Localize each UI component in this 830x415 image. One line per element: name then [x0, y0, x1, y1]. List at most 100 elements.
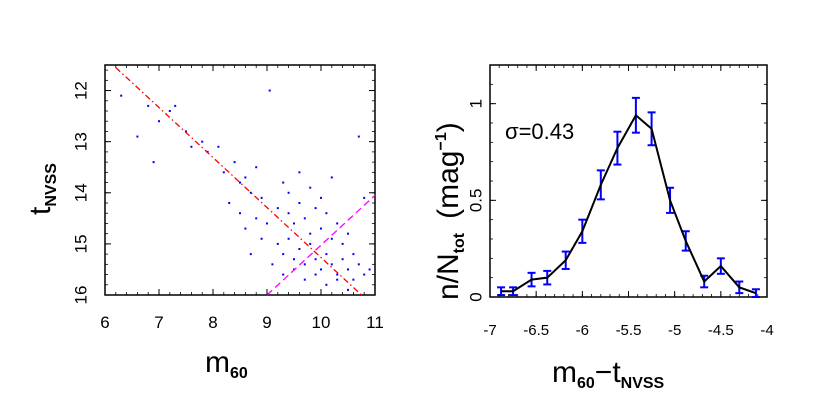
right-y-tick-label: 0.5	[467, 189, 486, 213]
scatter-point	[325, 212, 328, 215]
scatter-point	[336, 222, 339, 225]
scatter-point	[341, 258, 344, 261]
right-error-bars	[497, 96, 760, 298]
scatter-point	[314, 207, 317, 210]
scatter-point	[309, 242, 312, 245]
scatter-point	[320, 227, 322, 230]
right-y-label-sub: tot	[451, 232, 468, 253]
left-panel: 6 7 8 9 10 11 12 13 14 15 16 tNVSS m60	[24, 64, 384, 382]
scatter-point	[298, 171, 301, 174]
scatter-point	[222, 171, 225, 174]
scatter-point	[287, 191, 290, 194]
right-x-tick-label: -6.5	[523, 322, 549, 339]
scatter-point	[158, 120, 160, 123]
right-y-tick-label: 1	[467, 99, 486, 108]
left-y-tick-label: 15	[72, 234, 91, 253]
scatter-point	[260, 237, 263, 240]
left-y-tick-label: 13	[72, 132, 91, 151]
scatter-point	[255, 217, 258, 220]
scatter-point	[298, 202, 301, 204]
left-x-tick-label: 10	[312, 313, 331, 332]
scatter-point	[228, 202, 231, 204]
right-y-label-close: )	[432, 122, 465, 132]
scatter-point	[347, 288, 349, 291]
left-x-tick-label: 6	[100, 313, 109, 332]
right-x-tick-label: -5	[668, 322, 681, 339]
scatter-point	[303, 278, 306, 281]
scatter-point	[185, 130, 187, 133]
scatter-point	[239, 181, 241, 184]
scatter-point	[260, 196, 263, 199]
scatter-point	[320, 196, 322, 199]
left-plot-frame	[104, 64, 376, 296]
scatter-point	[276, 242, 279, 245]
right-x-tick-label: -4	[760, 322, 773, 339]
scatter-point	[233, 161, 236, 164]
left-y-tick-label: 14	[72, 183, 91, 202]
left-y-tick-label: 16	[72, 286, 91, 305]
right-y-axis-label: n/Ntot (mag−1)	[432, 122, 468, 300]
scatter-point	[347, 232, 349, 235]
scatter-point	[309, 232, 312, 235]
red-fit-line	[115, 67, 362, 296]
left-axis-ticks: 6 7 8 9 10 11 12 13 14 15 16	[72, 65, 384, 332]
scatter-point	[336, 278, 339, 281]
scatter-point	[249, 191, 252, 194]
scatter-point	[152, 161, 155, 164]
scatter-point	[325, 283, 328, 286]
left-x-tick-label: 9	[262, 313, 271, 332]
right-x-tick-label: -6	[576, 322, 589, 339]
scatter-point	[336, 273, 339, 276]
right-plot-frame	[489, 64, 768, 298]
scatter-point	[341, 242, 344, 245]
scatter-point	[282, 181, 285, 184]
left-scatter-points	[120, 89, 371, 291]
scatter-point	[330, 263, 333, 266]
left-y-tick-label: 12	[72, 81, 91, 100]
left-y-label-main: t	[24, 206, 57, 215]
right-histogram-line	[501, 113, 757, 295]
scatter-point	[268, 89, 271, 92]
scatter-point	[314, 258, 317, 261]
right-axis-ticks: -7 -6.5 -6 -5.5 -5 -4.5 -4 0 0.5 1	[467, 64, 774, 339]
scatter-point	[303, 263, 306, 266]
scatter-point	[282, 253, 285, 256]
scatter-point	[201, 140, 204, 143]
scatter-point	[352, 278, 355, 281]
right-x-tick-label: -7	[483, 322, 496, 339]
scatter-point	[266, 222, 268, 225]
right-y-label-units: (mag	[432, 151, 465, 219]
scatter-point	[363, 196, 366, 199]
scatter-point	[239, 212, 241, 215]
scatter-point	[276, 207, 279, 210]
sigma-annotation: σ=0.43	[505, 119, 574, 144]
scatter-point	[174, 104, 177, 107]
right-y-label-sup: −1	[433, 132, 450, 150]
magenta-limit-line	[266, 194, 376, 296]
scatter-point	[309, 186, 312, 189]
left-x-tick-label: 11	[366, 313, 384, 332]
scatter-point	[255, 166, 258, 169]
right-x-label-sub2: NVSS	[621, 375, 665, 392]
scatter-point	[320, 268, 322, 271]
right-x-label-main: m	[552, 356, 577, 389]
left-y-label-sub: NVSS	[43, 163, 60, 207]
left-x-label-main: m	[205, 346, 230, 379]
scatter-point	[325, 253, 328, 256]
scatter-point	[190, 145, 193, 148]
right-x-tick-label: -5.5	[616, 322, 642, 339]
scatter-point	[347, 268, 349, 271]
scatter-point	[271, 263, 274, 266]
right-x-label-minus: −t	[595, 356, 622, 389]
scatter-point	[282, 273, 285, 276]
scatter-point	[357, 135, 360, 138]
scatter-point	[368, 268, 371, 271]
scatter-point	[330, 237, 333, 240]
scatter-point	[352, 253, 355, 256]
right-y-tick-label: 0	[467, 292, 486, 301]
scatter-point	[136, 135, 139, 138]
left-x-axis-label: m60	[205, 346, 248, 382]
scatter-point	[168, 110, 171, 112]
scatter-point	[314, 273, 317, 276]
